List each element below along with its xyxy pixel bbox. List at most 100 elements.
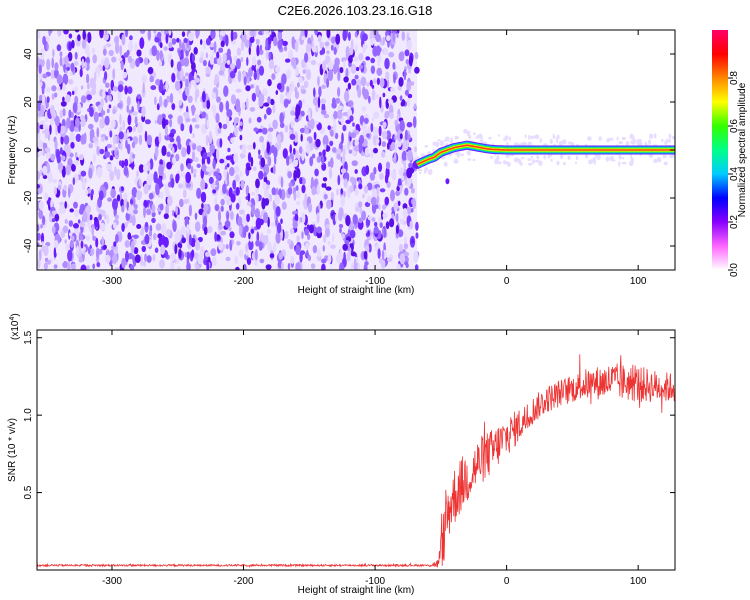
noise-cell — [86, 73, 90, 84]
noise-cell — [270, 98, 275, 106]
noise-cell — [219, 101, 224, 113]
noise-cell — [258, 149, 261, 155]
noise-cell — [256, 231, 260, 243]
noise-cell — [349, 176, 355, 183]
noise-cell — [309, 156, 314, 167]
noise-cell — [267, 96, 271, 104]
noise-cell — [75, 117, 80, 128]
noise-cell — [302, 177, 306, 185]
signal-halo-cell — [490, 155, 493, 159]
snr-xtick-label: -100 — [365, 576, 385, 587]
noise-cell — [117, 84, 124, 93]
noise-cell — [112, 254, 118, 264]
noise-cell — [395, 190, 400, 196]
noise-cell — [413, 103, 417, 110]
signal-halo-cell — [618, 156, 622, 160]
noise-cell — [255, 85, 260, 96]
noise-cell — [127, 143, 131, 155]
noise-cell — [131, 187, 138, 198]
noise-cell — [332, 147, 337, 153]
noise-cell — [336, 188, 339, 196]
snr-ytick-label: 1.5 — [23, 330, 34, 344]
noise-cell — [381, 130, 388, 140]
noise-cell — [99, 148, 105, 155]
noise-cell — [367, 195, 372, 204]
noise-cell — [307, 53, 311, 64]
noise-cell — [133, 247, 139, 255]
noise-cell — [343, 76, 349, 83]
signal-halo-cell — [644, 141, 647, 146]
noise-cell — [255, 178, 260, 189]
noise-cell — [246, 213, 251, 223]
noise-cell — [228, 187, 233, 198]
noise-cell — [316, 212, 320, 224]
noise-cell — [371, 116, 375, 122]
noise-cell — [325, 186, 332, 191]
noise-cell — [321, 258, 327, 264]
noise-cell — [220, 40, 225, 48]
noise-cell — [115, 150, 119, 156]
noise-cell — [202, 152, 209, 160]
noise-cell — [414, 146, 417, 153]
noise-cell — [202, 59, 207, 67]
noise-cell — [124, 240, 130, 248]
noise-cell — [231, 40, 237, 45]
noise-cell — [251, 204, 256, 216]
colorbar: 0.0 0.2 0.4 0.6 0.8 Normalized spectral ampl… — [712, 30, 748, 277]
noise-cell — [258, 241, 263, 251]
noise-cell — [54, 240, 59, 249]
noise-cell — [373, 147, 378, 154]
noise-cell — [218, 241, 224, 251]
noise-cell — [250, 84, 254, 89]
noise-cell — [370, 65, 376, 74]
noise-cell — [224, 220, 231, 228]
noise-cell — [234, 127, 238, 137]
noise-cell — [80, 134, 86, 145]
noise-cell — [92, 263, 96, 270]
noise-cell — [255, 194, 259, 203]
noise-cell — [185, 78, 189, 89]
noise-cell — [156, 49, 160, 62]
noise-cell — [242, 143, 247, 155]
noise-cell — [110, 188, 116, 199]
noise-cell — [183, 57, 190, 67]
noise-cell — [52, 48, 55, 58]
noise-cell — [256, 128, 263, 133]
noise-cell — [263, 172, 267, 178]
noise-cell — [236, 241, 241, 246]
noise-cell — [161, 90, 166, 96]
noise-cell — [377, 248, 381, 259]
signal-halo-cell — [630, 153, 633, 160]
noise-cell — [240, 57, 244, 62]
noise-cell — [274, 194, 281, 206]
noise-cell — [412, 116, 417, 128]
noise-cell — [357, 262, 361, 270]
noise-cell — [292, 220, 298, 229]
noise-cell — [251, 65, 255, 71]
noise-cell — [229, 71, 236, 79]
noise-cell — [304, 52, 309, 63]
noise-cell — [233, 165, 240, 175]
noise-cell — [341, 233, 346, 239]
signal-halo-cell — [532, 158, 535, 165]
signal-halo-cell — [427, 169, 432, 175]
signal-halo-cell — [461, 153, 465, 157]
noise-cell — [345, 215, 351, 227]
signal-halo-cell — [668, 133, 672, 139]
noise-cell — [319, 50, 324, 56]
signal-halo-cell — [549, 138, 553, 145]
noise-cell — [200, 178, 206, 191]
isolated-spectral-blob — [445, 178, 450, 185]
noise-cell — [245, 185, 250, 196]
noise-cell — [80, 170, 87, 177]
noise-cell — [187, 163, 192, 170]
noise-cell — [370, 37, 375, 46]
noise-cell — [304, 128, 310, 134]
noise-cell — [265, 37, 269, 49]
noise-cell — [167, 195, 173, 206]
noise-cell — [332, 233, 335, 243]
noise-cell — [48, 30, 53, 34]
noise-cell — [256, 44, 260, 57]
noise-cell — [347, 31, 351, 41]
